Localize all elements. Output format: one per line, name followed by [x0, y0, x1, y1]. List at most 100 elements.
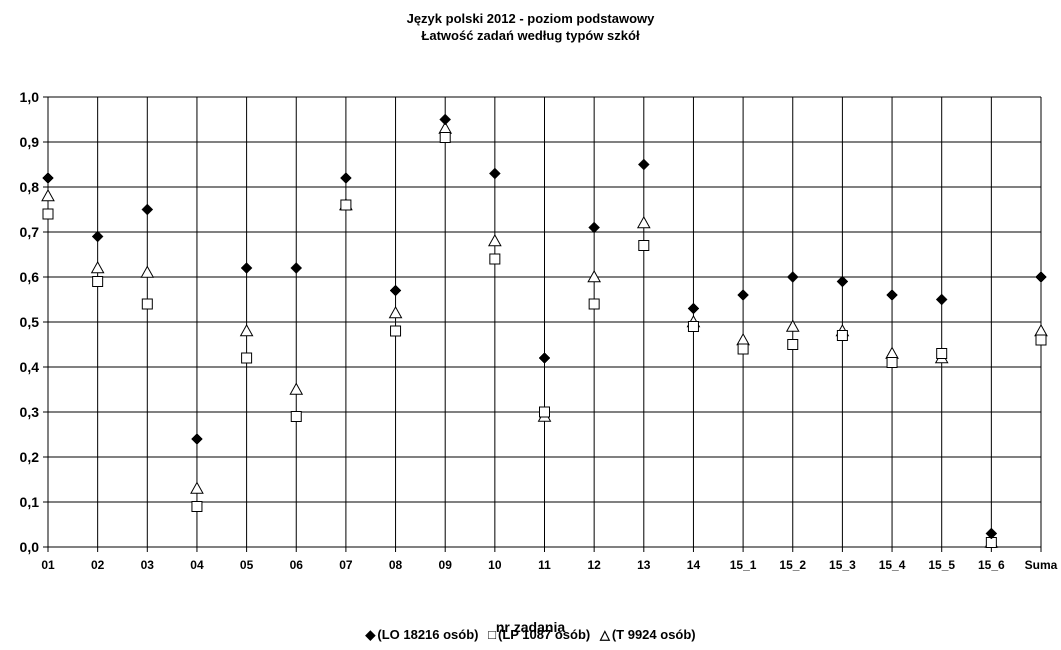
square-marker	[92, 276, 104, 287]
x-tick-label: 13	[637, 558, 651, 572]
x-tick-label: 14	[687, 558, 701, 572]
x-tick-label: 15_3	[829, 558, 856, 572]
diamond-marker	[538, 352, 551, 364]
x-tick-label: Suma	[1025, 558, 1058, 572]
diamond-marker	[141, 203, 154, 216]
diamond-marker	[42, 172, 54, 184]
square-marker	[638, 240, 650, 251]
triangle-marker	[587, 269, 601, 283]
triangle-marker	[736, 332, 750, 346]
square-marker	[141, 298, 153, 310]
square-marker	[936, 348, 948, 359]
square-marker	[439, 132, 451, 143]
triangle-marker	[239, 323, 254, 337]
y-tick-label: 0,5	[20, 314, 40, 330]
x-tick-label: 12	[587, 558, 601, 572]
triangle-marker	[190, 481, 204, 494]
x-tick-label: 05	[240, 558, 254, 572]
diamond-icon: ◆	[365, 627, 376, 642]
square-marker	[687, 321, 699, 332]
legend-item-lo: ◆ (LO 18216 osób)	[365, 627, 478, 643]
x-tick-label: 02	[91, 558, 105, 572]
triangle-marker	[636, 215, 651, 229]
y-tick-label: 0,7	[20, 224, 40, 240]
x-tick-label: 15_1	[730, 558, 757, 572]
legend-item-lp: □ (LP 1087 osób)	[488, 627, 590, 642]
triangle-marker	[885, 346, 899, 359]
x-tick-label: 06	[290, 558, 304, 572]
y-tick-label: 0,8	[20, 179, 40, 195]
diamond-marker	[290, 262, 303, 274]
legend-label-lo: (LO 18216 osób)	[377, 627, 479, 642]
x-tick-label: 04	[190, 558, 204, 572]
x-tick-label: 07	[339, 558, 353, 572]
square-marker	[42, 208, 54, 220]
diamond-marker	[191, 433, 203, 445]
diamond-marker	[91, 230, 104, 243]
square-marker	[340, 199, 352, 211]
square-marker	[787, 339, 799, 350]
chart-subtitle: Łatwość zadań według typów szkół	[421, 28, 640, 43]
square-marker	[836, 330, 848, 341]
x-tick-label: 03	[141, 558, 155, 572]
square-marker	[241, 352, 253, 364]
triangle-marker	[388, 305, 403, 319]
diamond-marker	[886, 289, 898, 301]
diamond-marker	[786, 271, 799, 283]
diamond-marker	[985, 527, 998, 540]
square-marker	[539, 406, 550, 418]
triangle-marker	[1034, 323, 1048, 337]
y-tick-label: 0,0	[20, 539, 40, 555]
x-tick-label: 15_4	[879, 558, 906, 572]
triangle-marker	[90, 260, 105, 274]
diamond-marker	[637, 158, 650, 171]
x-tick-label: 08	[389, 558, 403, 572]
square-marker	[737, 343, 749, 355]
y-tick-label: 0,4	[20, 359, 40, 375]
diamond-marker	[240, 262, 253, 274]
diamond-marker	[340, 172, 352, 184]
diamond-marker	[488, 167, 501, 180]
diamond-marker	[687, 302, 700, 315]
diamond-marker	[935, 293, 948, 306]
diamond-marker	[389, 284, 402, 297]
x-axis-label: nr zadania	[495, 619, 566, 635]
square-marker	[489, 253, 501, 265]
y-tick-label: 1,0	[20, 89, 40, 105]
square-marker	[1035, 334, 1047, 346]
legend-item-t: △ (T 9924 osób)	[600, 627, 696, 643]
diamond-marker	[1035, 271, 1047, 283]
triangle-marker	[289, 382, 304, 395]
legend: ◆ (LO 18216 osób) □ (LP 1087 osób) △ (T 992…	[0, 627, 1061, 643]
diamond-marker	[836, 275, 849, 288]
x-tick-label: 10	[488, 558, 502, 572]
y-tick-label: 0,2	[20, 449, 40, 465]
square-marker	[588, 298, 600, 310]
x-tick-label: 15_5	[928, 558, 955, 572]
legend-label-lp: (LP 1087 osób)	[497, 627, 591, 642]
chart-title: Język polski 2012 - poziom podstawowy	[406, 11, 655, 26]
y-tick-label: 0,1	[20, 494, 40, 510]
x-tick-label: 15_6	[978, 558, 1005, 572]
square-marker	[191, 501, 203, 512]
square-marker	[390, 325, 402, 337]
x-tick-label: 11	[538, 558, 551, 572]
triangle-marker	[140, 265, 155, 278]
triangle-marker	[488, 233, 502, 247]
square-icon: □	[488, 627, 496, 642]
x-tick-label: 09	[439, 558, 453, 572]
square-marker	[290, 411, 302, 422]
diamond-marker	[737, 289, 749, 301]
diamond-marker	[588, 221, 601, 234]
y-tick-label: 0,9	[20, 134, 40, 150]
y-tick-label: 0,3	[20, 404, 40, 420]
triangle-marker	[785, 319, 800, 332]
square-marker	[886, 357, 898, 368]
legend-label-t: (T 9924 osób)	[611, 627, 696, 642]
x-tick-label: 01	[41, 558, 55, 572]
triangle-icon: △	[599, 627, 610, 642]
x-tick-label: 15_2	[779, 558, 806, 572]
triangle-marker	[41, 188, 55, 202]
y-tick-label: 0,6	[20, 269, 40, 285]
